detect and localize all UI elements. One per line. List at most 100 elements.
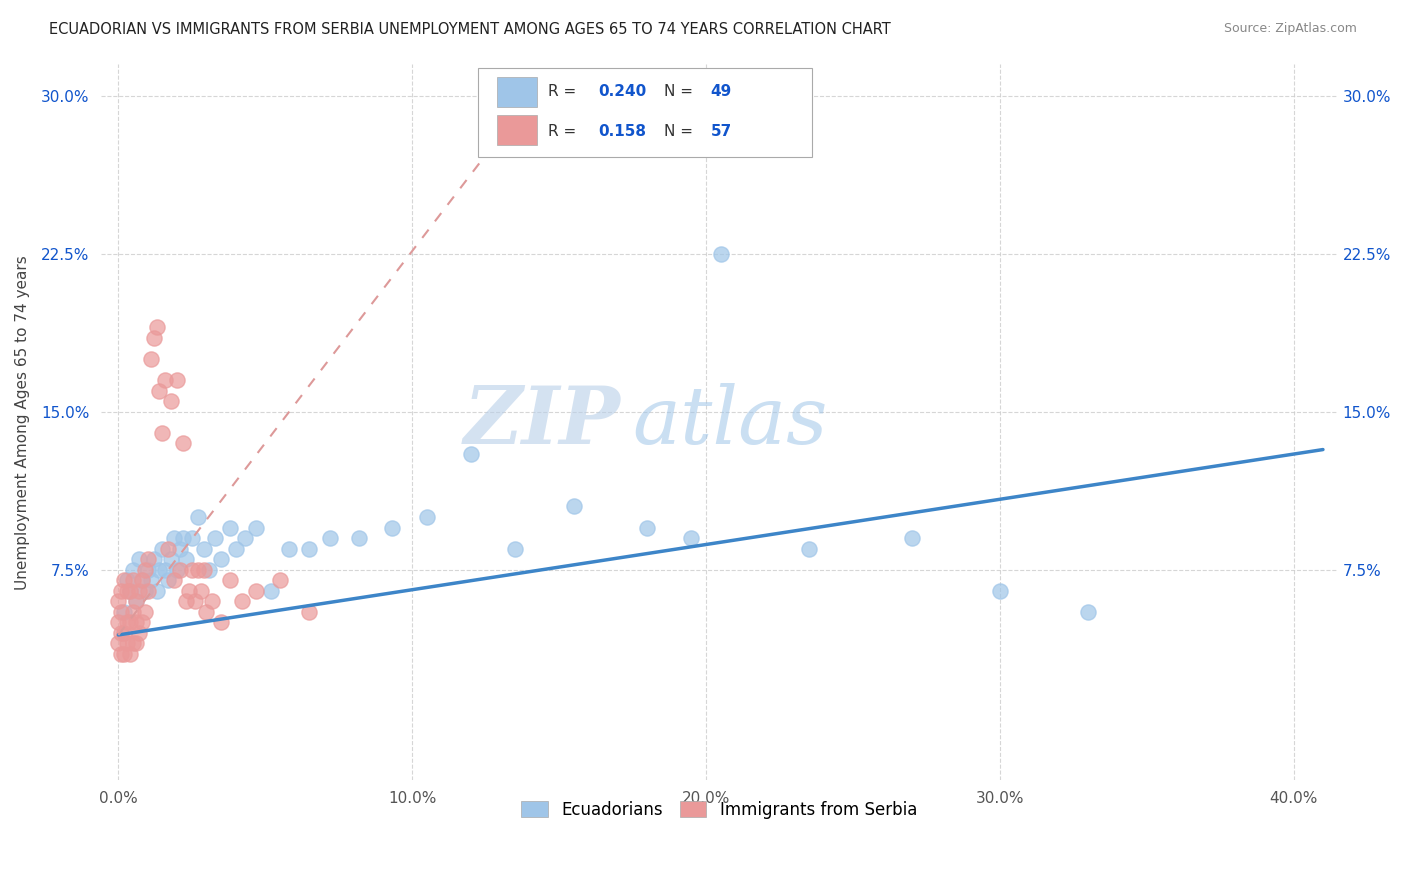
Immigrants from Serbia	[134, 605, 156, 619]
Ecuadorians	[233, 531, 256, 545]
Text: 0.240: 0.240	[598, 85, 647, 99]
FancyBboxPatch shape	[496, 115, 537, 145]
Ecuadorians	[225, 541, 247, 556]
Ecuadorians	[562, 500, 585, 514]
Immigrants from Serbia	[136, 552, 159, 566]
Ecuadorians	[136, 563, 159, 577]
Immigrants from Serbia	[169, 563, 191, 577]
Ecuadorians	[260, 583, 283, 598]
Ecuadorians	[155, 563, 177, 577]
Ecuadorians	[988, 583, 1011, 598]
Immigrants from Serbia	[128, 625, 150, 640]
Ecuadorians	[187, 510, 209, 524]
Ecuadorians	[112, 605, 135, 619]
Immigrants from Serbia	[128, 583, 150, 598]
Immigrants from Serbia	[190, 583, 212, 598]
Immigrants from Serbia	[172, 436, 194, 450]
Immigrants from Serbia	[163, 573, 186, 587]
Ecuadorians	[636, 520, 658, 534]
Immigrants from Serbia	[125, 615, 148, 630]
Ecuadorians	[163, 531, 186, 545]
FancyBboxPatch shape	[496, 77, 537, 107]
Immigrants from Serbia	[120, 647, 142, 661]
Immigrants from Serbia	[184, 594, 207, 608]
Ecuadorians	[710, 246, 733, 260]
Ecuadorians	[503, 541, 526, 556]
Immigrants from Serbia	[134, 563, 156, 577]
Immigrants from Serbia	[245, 583, 267, 598]
Text: atlas: atlas	[633, 384, 828, 461]
Text: R =: R =	[548, 124, 582, 139]
Ecuadorians	[134, 583, 156, 598]
Ecuadorians	[174, 552, 197, 566]
Immigrants from Serbia	[125, 636, 148, 650]
Text: ZIP: ZIP	[464, 384, 620, 461]
Ecuadorians	[160, 552, 183, 566]
Ecuadorians	[681, 531, 703, 545]
Immigrants from Serbia	[180, 563, 202, 577]
Ecuadorians	[148, 563, 170, 577]
Ecuadorians	[349, 531, 371, 545]
Immigrants from Serbia	[155, 373, 177, 387]
Immigrants from Serbia	[148, 384, 170, 398]
Immigrants from Serbia	[139, 351, 162, 366]
Immigrants from Serbia	[110, 625, 132, 640]
Ecuadorians	[381, 520, 404, 534]
Immigrants from Serbia	[112, 573, 135, 587]
Ecuadorians	[900, 531, 922, 545]
Immigrants from Serbia	[110, 647, 132, 661]
Text: Source: ZipAtlas.com: Source: ZipAtlas.com	[1223, 22, 1357, 36]
Ecuadorians	[219, 520, 242, 534]
Immigrants from Serbia	[269, 573, 291, 587]
Immigrants from Serbia	[298, 605, 321, 619]
Ecuadorians	[180, 531, 202, 545]
Immigrants from Serbia	[193, 563, 215, 577]
Text: R =: R =	[548, 85, 582, 99]
Text: ECUADORIAN VS IMMIGRANTS FROM SERBIA UNEMPLOYMENT AMONG AGES 65 TO 74 YEARS CORR: ECUADORIAN VS IMMIGRANTS FROM SERBIA UNE…	[49, 22, 891, 37]
Immigrants from Serbia	[115, 615, 138, 630]
Immigrants from Serbia	[112, 647, 135, 661]
Ecuadorians	[142, 552, 165, 566]
Immigrants from Serbia	[174, 594, 197, 608]
Immigrants from Serbia	[145, 320, 167, 334]
Immigrants from Serbia	[166, 373, 188, 387]
Ecuadorians	[120, 583, 142, 598]
Immigrants from Serbia	[131, 573, 153, 587]
Ecuadorians	[198, 563, 221, 577]
Immigrants from Serbia	[195, 605, 218, 619]
Immigrants from Serbia	[120, 583, 142, 598]
Ecuadorians	[166, 563, 188, 577]
Ecuadorians	[122, 563, 145, 577]
Immigrants from Serbia	[110, 583, 132, 598]
Immigrants from Serbia	[110, 605, 132, 619]
Immigrants from Serbia	[219, 573, 242, 587]
Legend: Ecuadorians, Immigrants from Serbia: Ecuadorians, Immigrants from Serbia	[515, 795, 924, 826]
Text: 49: 49	[710, 85, 731, 99]
Ecuadorians	[277, 541, 299, 556]
Ecuadorians	[298, 541, 321, 556]
Ecuadorians	[115, 573, 138, 587]
FancyBboxPatch shape	[478, 68, 811, 157]
Ecuadorians	[152, 541, 174, 556]
Ecuadorians	[172, 531, 194, 545]
Ecuadorians	[128, 552, 150, 566]
Immigrants from Serbia	[157, 541, 180, 556]
Ecuadorians	[139, 573, 162, 587]
Ecuadorians	[169, 541, 191, 556]
Ecuadorians	[204, 531, 226, 545]
Immigrants from Serbia	[142, 331, 165, 345]
Ecuadorians	[797, 541, 820, 556]
Immigrants from Serbia	[152, 425, 174, 440]
Ecuadorians	[157, 573, 180, 587]
Immigrants from Serbia	[112, 625, 135, 640]
Immigrants from Serbia	[187, 563, 209, 577]
Ecuadorians	[125, 594, 148, 608]
Text: N =: N =	[664, 85, 697, 99]
Immigrants from Serbia	[122, 605, 145, 619]
Ecuadorians	[245, 520, 267, 534]
Immigrants from Serbia	[201, 594, 224, 608]
Text: N =: N =	[664, 124, 697, 139]
Immigrants from Serbia	[107, 615, 129, 630]
Ecuadorians	[416, 510, 439, 524]
Immigrants from Serbia	[125, 594, 148, 608]
